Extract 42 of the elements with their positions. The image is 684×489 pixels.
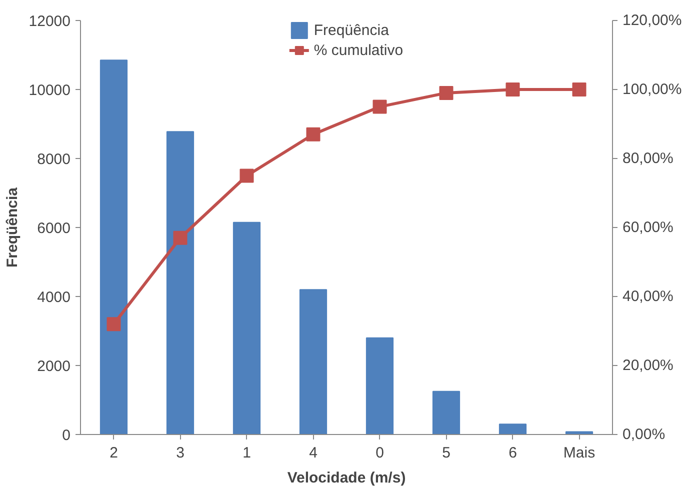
x-axis-title: Velocidade (m/s) bbox=[287, 470, 406, 486]
point bbox=[306, 127, 320, 142]
bar bbox=[166, 131, 194, 434]
y2-tick-label: 80,00% bbox=[622, 150, 674, 167]
y2-tick-label: 0,00% bbox=[622, 426, 666, 443]
point bbox=[439, 86, 454, 100]
y-tick-label: 2000 bbox=[37, 358, 71, 375]
bar bbox=[432, 390, 460, 434]
legend-label: % cumulativo bbox=[314, 42, 404, 58]
y-tick-label: 12000 bbox=[28, 13, 71, 30]
point bbox=[106, 317, 121, 332]
x-tick-label: 0 bbox=[376, 444, 384, 462]
bar bbox=[565, 431, 594, 434]
x-tick-label: 5 bbox=[442, 444, 450, 462]
y-tick-label: 8000 bbox=[37, 151, 71, 168]
x-tick-label: 4 bbox=[309, 444, 318, 462]
bar bbox=[100, 60, 128, 434]
y-tick-label: 4000 bbox=[37, 289, 71, 306]
point bbox=[173, 230, 188, 245]
y2-tick-label: 120,00% bbox=[622, 12, 682, 29]
bar bbox=[299, 289, 328, 434]
x-tick-label: 1 bbox=[242, 444, 251, 462]
y-axis-title: Freqüência bbox=[4, 186, 21, 268]
x-tick-label: 2 bbox=[110, 444, 118, 462]
point bbox=[506, 82, 520, 96]
x-tick-label: 3 bbox=[176, 444, 184, 462]
y-tick-label: 10000 bbox=[28, 82, 71, 99]
y2-tick-label: 20,00% bbox=[622, 357, 674, 374]
x-tick-label: 6 bbox=[508, 444, 517, 462]
point bbox=[372, 100, 387, 114]
bar bbox=[232, 222, 261, 434]
legend-label: Freqüência bbox=[314, 22, 389, 38]
y2-tick-label: 100,00% bbox=[622, 81, 682, 98]
y2-tick-label: 60,00% bbox=[622, 219, 674, 236]
bar bbox=[498, 424, 527, 434]
y2-tick-label: 40,00% bbox=[622, 288, 674, 305]
x-tick-label: Mais bbox=[563, 444, 596, 462]
point bbox=[572, 82, 586, 96]
point bbox=[240, 168, 254, 183]
y-tick-label: 0 bbox=[62, 427, 70, 444]
bar bbox=[366, 337, 394, 434]
y-tick-label: 6000 bbox=[37, 220, 71, 237]
